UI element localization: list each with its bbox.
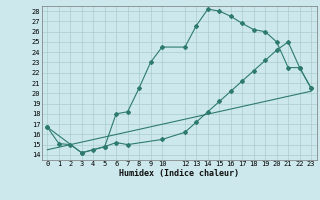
- X-axis label: Humidex (Indice chaleur): Humidex (Indice chaleur): [119, 169, 239, 178]
